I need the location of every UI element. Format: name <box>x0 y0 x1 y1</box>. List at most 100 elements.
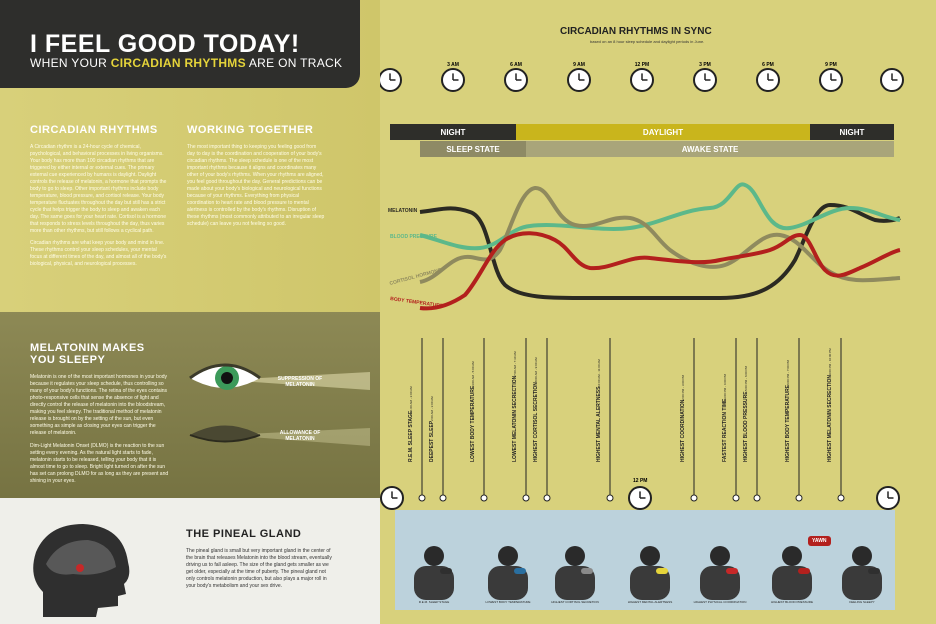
hero-banner: I FEEL GOOD TODAY! WHEN YOUR CIRCADIAN R… <box>0 0 360 88</box>
section-melatonin: MELATONIN MAKES YOU SLEEPY Melatonin is … <box>30 342 170 485</box>
blood-pressure-curve <box>419 182 901 251</box>
light-beam-top <box>225 372 370 390</box>
noon-label: 12 PM <box>633 478 648 484</box>
event-dot <box>418 494 426 502</box>
lashes-icon <box>189 434 261 443</box>
page-subtitle: WHEN YOUR CIRCADIAN RHYTHMS ARE ON TRACK <box>30 56 342 70</box>
event-dot <box>522 494 530 502</box>
label-melatonin: MELATONIN <box>388 208 418 214</box>
clock-icon: 3 AM <box>441 62 465 92</box>
subtitle-start: WHEN YOUR <box>30 56 111 70</box>
subtitle-highlight: CIRCADIAN RHYTHMS <box>110 56 246 70</box>
person-caption: LOWEST BODY TEMPERATURE <box>485 600 531 604</box>
pupil-icon <box>221 372 233 384</box>
clock-icon: 6 PM <box>756 62 780 92</box>
person-icon <box>700 546 740 600</box>
clock-row: 3 AM 6 AM 9 AM 12 PM 3 PM 6 PM 9 PM <box>380 62 904 92</box>
body-temp-curve <box>419 231 901 311</box>
text-circadian-2: Circadian rhythms are what keep your bod… <box>30 240 167 267</box>
allowance-text: ALLOWANCE OF <box>279 430 321 436</box>
clock-icon: 3 PM <box>693 62 717 92</box>
section-pineal: THE PINEAL GLAND The pineal gland is sma… <box>186 528 336 590</box>
clock-label: 6 PM <box>762 62 774 68</box>
chart-subtitle: based on an 8 hour sleep schedule and da… <box>590 39 705 44</box>
label-blood-pressure: BLOOD PRESSURE <box>390 234 438 240</box>
person-caption: HIGHEST CORTISOL SECRETION <box>551 600 599 604</box>
person-icon <box>488 546 528 600</box>
suppression-text: SUPPRESSION OF <box>277 376 323 382</box>
person-icon <box>555 546 595 600</box>
text-melatonin-2: Dim-Light Melatonin Onset (DLMO) is the … <box>30 443 169 484</box>
text-circadian-1: A Circadian rhythm is a 24-hour cycle of… <box>30 144 167 234</box>
person-caption: HIGHEST MENTAL ALERTNESS <box>627 600 673 604</box>
text-melatonin-1: Melatonin is one of the most important h… <box>30 374 168 436</box>
event-dot <box>753 494 761 502</box>
allowance-label: ALLOWANCE OF MELATONIN <box>270 430 330 442</box>
brain-icon <box>46 540 116 575</box>
clock-icon-noon <box>628 486 652 510</box>
clock-icon: 9 AM <box>567 62 591 92</box>
clock-label: 6 AM <box>510 62 522 68</box>
band-night-2: NIGHT <box>810 124 894 140</box>
event-dot <box>439 494 447 502</box>
subtitle-end: ARE ON TRACK <box>245 56 343 70</box>
clock-label: 9 AM <box>573 62 585 68</box>
page-title: I FEEL GOOD TODAY! <box>30 30 300 58</box>
band-night-1: NIGHT <box>390 124 516 140</box>
person-caption: R.E.M. SLEEP STAGE <box>418 600 450 604</box>
light-beam-bottom <box>225 428 370 446</box>
section-working: WORKING TOGETHER The most important thin… <box>187 124 325 228</box>
melatonin-panel <box>0 312 380 498</box>
bottom-clock-row <box>380 486 900 510</box>
event-dot <box>606 494 614 502</box>
clock-label: 3 AM <box>447 62 459 68</box>
text-pineal: The pineal gland is small but very impor… <box>186 548 332 589</box>
eyelid-icon <box>189 363 261 380</box>
pineal-gland-icon <box>76 564 84 572</box>
suppression-label: SUPPRESSION OF MELATONIN <box>270 376 330 388</box>
event-dot <box>690 494 698 502</box>
clock-icon: 12 PM <box>630 62 654 92</box>
band-awake: AWAKE STATE <box>526 141 894 157</box>
heading-melatonin: MELATONIN MAKES YOU SLEEPY <box>30 342 145 366</box>
clock-icon-edge-left <box>380 68 402 92</box>
suppression-melatonin: MELATONIN <box>285 382 315 388</box>
person-caption: HIGHEST BLOOD PRESSURE <box>771 600 813 604</box>
clock-label: 12 PM <box>635 62 649 68</box>
band-daylight: DAYLIGHT <box>516 124 810 140</box>
cortisol-curve <box>419 186 901 284</box>
clock-label: 9 PM <box>825 62 837 68</box>
person-caption: HIGHEST PHYSICAL COORDINATION <box>693 600 747 604</box>
event-dot <box>837 494 845 502</box>
clock-label: 3 PM <box>699 62 711 68</box>
band-sleep: SLEEP STATE <box>420 141 526 157</box>
heading-working: WORKING TOGETHER <box>187 124 314 136</box>
clock-icon-bottom-right <box>876 486 900 510</box>
person-icon <box>772 546 812 600</box>
eye-closed-icon <box>190 425 260 441</box>
yawn-bubble: YAWN <box>808 536 831 546</box>
text-working: The most important thing to keeping you … <box>187 144 325 227</box>
person-icon <box>414 546 454 600</box>
label-body-temp: BODY TEMPERATURE <box>390 296 444 309</box>
event-dot <box>795 494 803 502</box>
clock-icon: 9 PM <box>819 62 843 92</box>
person-caption: FEELING SLEEPY <box>849 600 875 604</box>
clock-icon-edge-right <box>880 68 904 92</box>
person-icon <box>630 546 670 600</box>
head-silhouette <box>33 524 130 617</box>
heading-pineal: THE PINEAL GLAND <box>186 528 302 540</box>
melatonin-curve <box>419 202 901 300</box>
event-dot <box>480 494 488 502</box>
event-lines <box>418 338 845 502</box>
event-dot <box>732 494 740 502</box>
section-circadian: CIRCADIAN RHYTHMS A Circadian rhythm is … <box>30 124 170 268</box>
chart-title: CIRCADIAN RHYTHMS IN SYNC <box>560 26 712 37</box>
heading-circadian: CIRCADIAN RHYTHMS <box>30 124 158 136</box>
rhythm-curves: MELATONIN BLOOD PRESSURE CORTISOL HORMON… <box>388 182 901 311</box>
person-icon <box>842 546 882 600</box>
eye-diagrams <box>189 363 370 446</box>
allowance-melatonin: MELATONIN <box>285 436 315 442</box>
clock-icon: 6 AM <box>504 62 528 92</box>
event-dot <box>543 494 551 502</box>
